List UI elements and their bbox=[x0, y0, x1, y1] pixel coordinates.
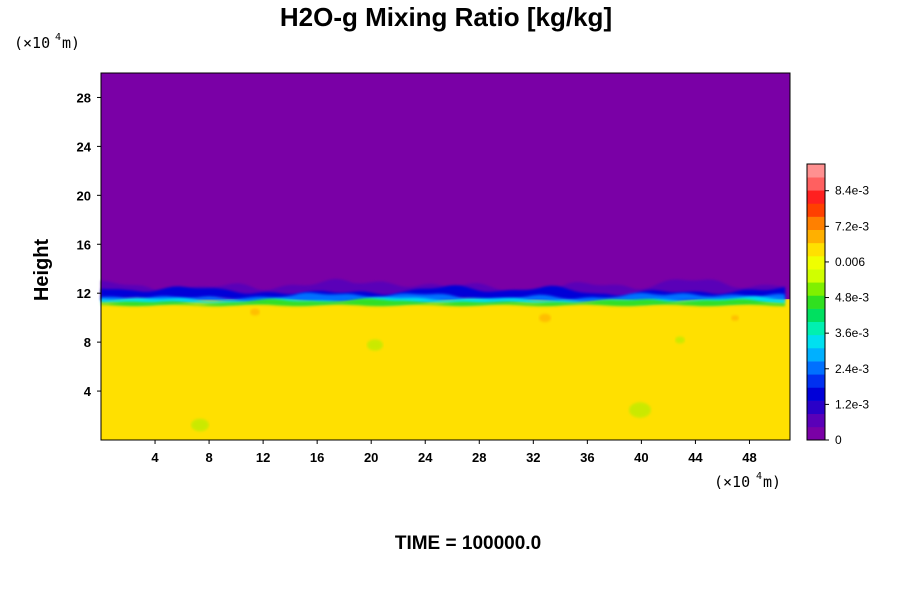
y-tick-label: 16 bbox=[77, 237, 91, 252]
x-axis-unit-suffix: m) bbox=[763, 473, 781, 491]
colorbar-tick-label: 4.8e-3 bbox=[835, 291, 869, 305]
field-feature bbox=[539, 313, 551, 323]
x-tick-label: 8 bbox=[205, 450, 212, 465]
upper-region bbox=[101, 73, 790, 300]
colorbar-tick-label: 8.4e-3 bbox=[835, 184, 869, 198]
y-axis-unit-prefix: (×10 bbox=[14, 34, 50, 52]
y-tick-label: 8 bbox=[84, 335, 91, 350]
y-tick-label: 28 bbox=[77, 90, 91, 105]
colorbar-segment bbox=[807, 282, 825, 296]
colorbar-segment bbox=[807, 308, 825, 323]
y-tick-label: 4 bbox=[84, 384, 92, 399]
colorbar-tick-label: 1.2e-3 bbox=[835, 397, 869, 411]
x-axis-unit: (×10 4 m) bbox=[714, 471, 781, 491]
colorbar-segment bbox=[807, 256, 825, 270]
colorbar-segment bbox=[807, 400, 825, 415]
y-axis-label: Height bbox=[31, 239, 53, 302]
y-tick-label: 12 bbox=[77, 286, 91, 301]
colorbar-segment bbox=[807, 269, 825, 283]
field-feature bbox=[191, 418, 209, 432]
colorbar: 0 1.2e-3 2.4e-3 3.6e-3 4.8e-3 0.006 7.2e-3 8.4e… bbox=[806, 163, 869, 447]
x-tick-label: 20 bbox=[364, 450, 378, 465]
x-tick-label: 32 bbox=[526, 450, 540, 465]
boundary-layer bbox=[101, 285, 785, 301]
colorbar-tick-label: 2.4e-3 bbox=[835, 362, 869, 376]
colorbar-segment bbox=[807, 413, 825, 428]
boundary-layer bbox=[101, 298, 785, 307]
colorbar-segment bbox=[807, 348, 825, 362]
x-tick-label: 40 bbox=[634, 450, 648, 465]
y-axis-unit-suffix: m) bbox=[62, 34, 80, 52]
colorbar-segment bbox=[807, 295, 825, 309]
x-tick-label: 28 bbox=[472, 450, 486, 465]
x-tick-label: 48 bbox=[742, 450, 756, 465]
field-feature bbox=[675, 336, 685, 344]
field-feature bbox=[629, 402, 651, 418]
x-tick-label: 44 bbox=[688, 450, 703, 465]
time-label: TIME = bbox=[395, 533, 462, 554]
x-tick-label: 24 bbox=[418, 450, 433, 465]
colorbar-frame bbox=[806, 163, 826, 441]
x-tick-label: 16 bbox=[310, 450, 324, 465]
x-axis-unit-prefix: (×10 bbox=[714, 473, 750, 491]
colorbar-segment bbox=[807, 387, 825, 401]
x-axis-ticks: 4 8 12 16 20 24 28 32 36 40 44 48 bbox=[151, 440, 757, 465]
x-axis-unit-exponent: 4 bbox=[756, 471, 762, 482]
colorbar-tick-label: 7.2e-3 bbox=[835, 219, 869, 233]
chart-title: H2O-g Mixing Ratio [kg/kg] bbox=[280, 2, 612, 32]
y-axis-ticks: 4 8 12 16 20 24 28 bbox=[77, 90, 101, 399]
colorbar-segment bbox=[807, 374, 825, 388]
y-tick-label: 24 bbox=[77, 139, 92, 154]
time-readout: TIME = 100000.0 bbox=[395, 533, 541, 554]
field-feature bbox=[250, 308, 260, 316]
colorbar-segment bbox=[807, 229, 825, 244]
lower-region bbox=[101, 299, 790, 440]
colorbar-segment bbox=[807, 321, 825, 336]
y-axis-unit-exponent: 4 bbox=[55, 32, 61, 43]
colorbar-segment bbox=[807, 190, 825, 204]
colorbar-segment bbox=[807, 177, 825, 191]
colorbar-segment bbox=[807, 426, 825, 441]
x-tick-label: 36 bbox=[580, 450, 594, 465]
plot-area bbox=[100, 72, 791, 441]
colorbar-segment bbox=[807, 334, 825, 349]
colorbar-tick-label: 3.6e-3 bbox=[835, 326, 869, 340]
x-tick-label: 12 bbox=[256, 450, 270, 465]
field-feature bbox=[367, 339, 383, 351]
plot-frame bbox=[100, 72, 791, 441]
colorbar-tick-label: 0.006 bbox=[835, 255, 865, 269]
x-tick-label: 4 bbox=[151, 450, 159, 465]
colorbar-segment bbox=[807, 361, 825, 375]
field-feature bbox=[731, 315, 739, 321]
y-tick-label: 20 bbox=[77, 188, 91, 203]
colorbar-tick-label: 0 bbox=[835, 433, 842, 447]
colorbar-segment bbox=[807, 164, 825, 178]
colorbar-segment bbox=[807, 216, 825, 231]
time-value: 100000.0 bbox=[462, 533, 541, 554]
colorbar-segment bbox=[807, 203, 825, 217]
colorbar-segment bbox=[807, 242, 825, 257]
y-axis-unit: (×10 4 m) bbox=[14, 32, 80, 52]
